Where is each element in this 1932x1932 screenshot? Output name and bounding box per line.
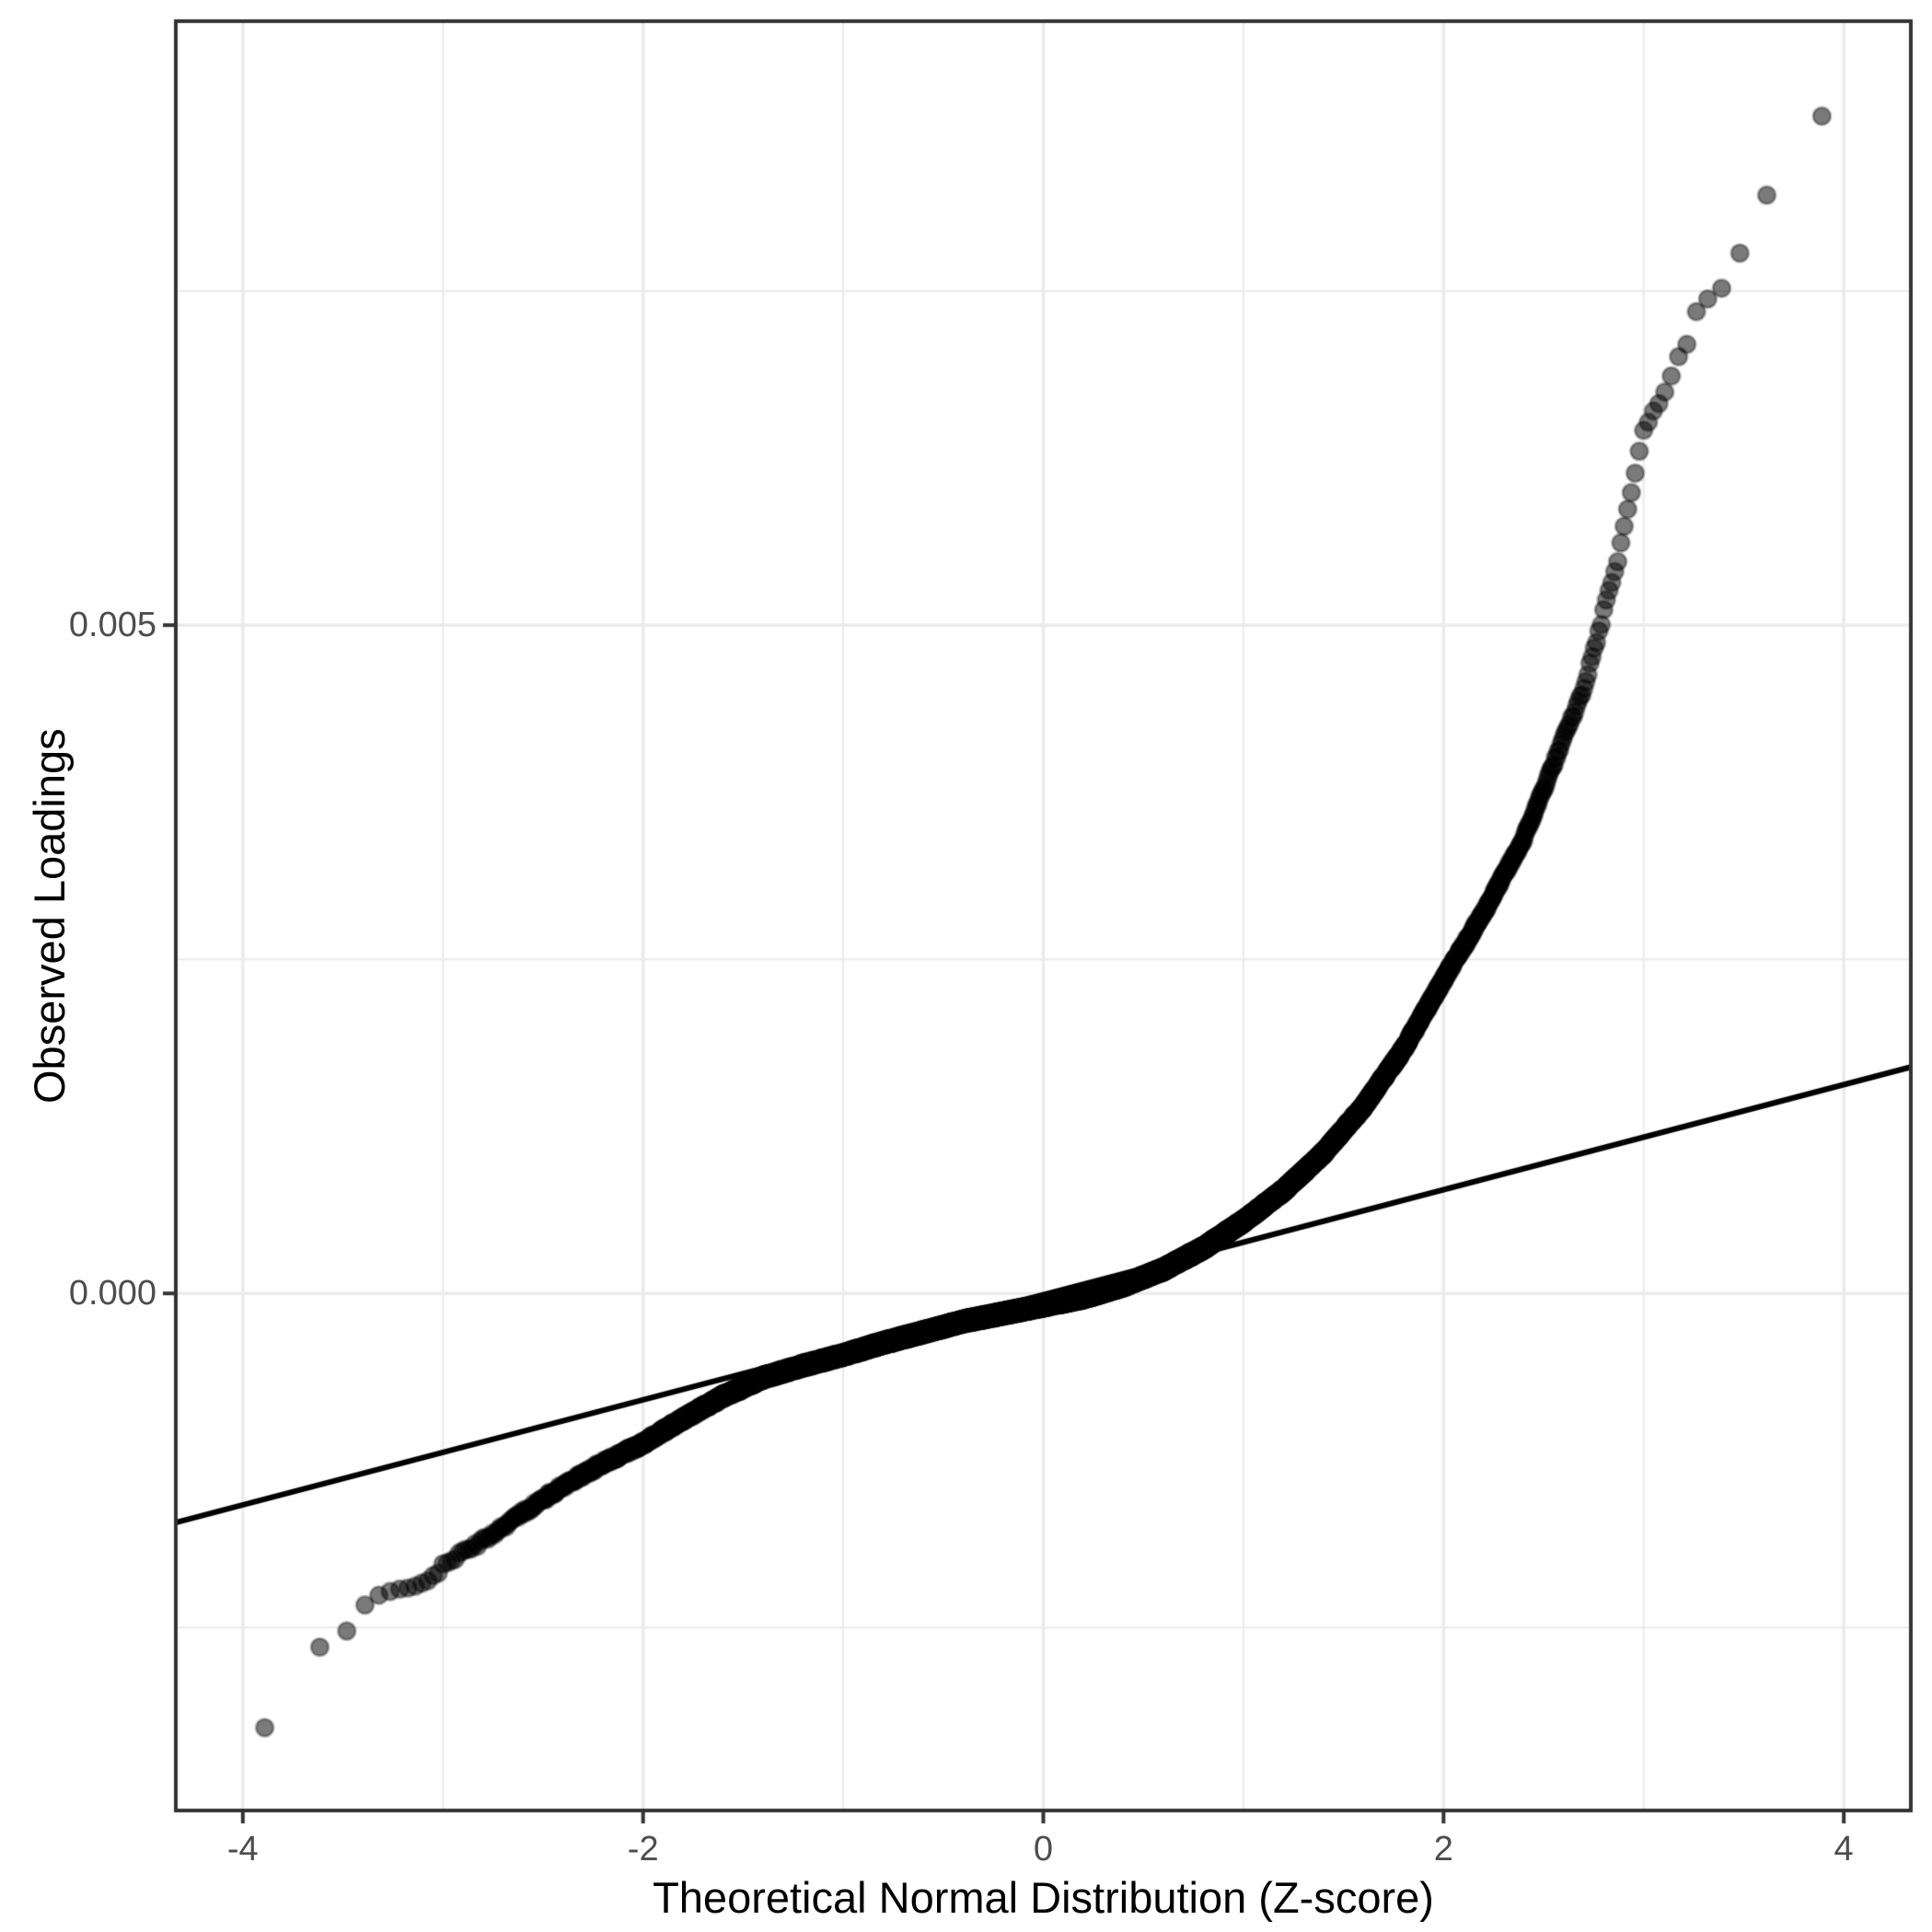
- y-tick-label: 0.005: [68, 606, 156, 644]
- x-axis-title: Theoretical Normal Distribution (Z-score…: [653, 1873, 1434, 1922]
- y-axis-title: Observed Loadings: [25, 728, 74, 1104]
- x-tick-label: -4: [226, 1830, 259, 1868]
- y-tick-label: 0.000: [68, 1274, 156, 1313]
- x-tick-label: 0: [1033, 1830, 1054, 1868]
- x-tick-label: 4: [1834, 1830, 1854, 1868]
- x-tick-label: -2: [627, 1830, 659, 1868]
- x-tick-label: 2: [1433, 1830, 1453, 1868]
